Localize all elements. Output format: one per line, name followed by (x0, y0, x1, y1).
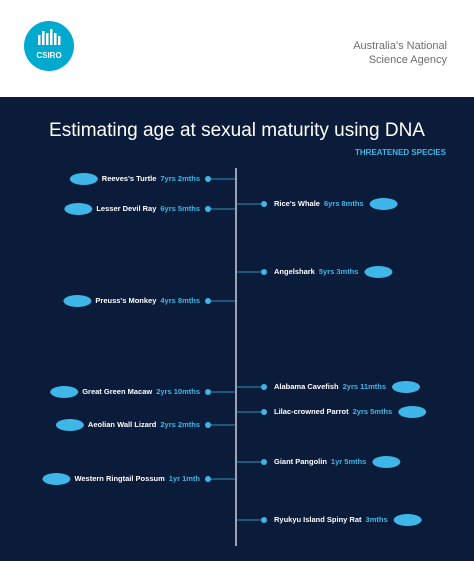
entry: Aeolian Wall Lizard 2yrs 2mths (88, 420, 200, 429)
dot (205, 476, 211, 482)
entry: Great Green Macaw 2yrs 10mths (82, 387, 200, 396)
animal-icon (64, 203, 93, 215)
animal-icon (392, 381, 420, 393)
animal-icon (55, 419, 84, 431)
dot (261, 201, 267, 207)
age: 4yrs 8mths (160, 296, 200, 305)
dot (205, 389, 211, 395)
entry: Lesser Devil Ray 6yrs 5mths (96, 204, 200, 213)
animal-icon (369, 198, 398, 210)
entry: Giant Pangolin 1yr 5mths (274, 457, 366, 466)
species-name: Great Green Macaw (82, 387, 152, 396)
age: 2yrs 2mths (160, 420, 200, 429)
dot (261, 459, 267, 465)
animal-icon (69, 173, 98, 185)
species-name: Ryukyu Island Spiny Rat (274, 515, 362, 524)
species-name: Aeolian Wall Lizard (88, 420, 157, 429)
age: 6yrs 5mths (160, 204, 200, 213)
entry: Western Ringtail Possum 1yr 1mth (74, 474, 200, 483)
agency-line: Science Agency (369, 54, 448, 66)
animal-icon (364, 266, 393, 278)
species-name: Western Ringtail Possum (74, 474, 165, 483)
entry: Preuss's Monkey 4yrs 8mths (95, 296, 200, 305)
dot (261, 409, 267, 415)
entry: Reeves's Turtle 7yrs 2mths (102, 174, 200, 183)
entry: Rice's Whale 6yrs 8mths (274, 199, 364, 208)
animal-icon (50, 386, 79, 398)
species-name: Lilac-crowned Parrot (274, 407, 349, 416)
animal-icon (393, 514, 422, 526)
animal-icon (398, 406, 427, 418)
species-name: Lesser Devil Ray (96, 204, 157, 213)
age: 7yrs 2mths (160, 174, 200, 183)
subtitle: THREATENED SPECIES (355, 148, 447, 157)
dot (261, 384, 267, 390)
animal-icon (42, 473, 71, 485)
dot (261, 517, 267, 523)
header-bg (0, 0, 474, 96)
dot (205, 176, 211, 182)
age: 1yr 1mth (169, 474, 201, 483)
title: Estimating age at sexual maturity using … (49, 120, 425, 141)
age: 6yrs 8mths (324, 199, 364, 208)
species-name: Preuss's Monkey (95, 296, 157, 305)
logo-bars (38, 29, 61, 45)
logo-text: CSIRO (36, 51, 61, 60)
age: 2yrs 10mths (156, 387, 200, 396)
panel-bg (0, 97, 474, 561)
entry: Ryukyu Island Spiny Rat 3mths (274, 515, 388, 524)
species-name: Alabama Cavefish (274, 382, 339, 391)
age: 2yrs 11mths (343, 382, 386, 391)
agency-line: Australia's National (353, 40, 447, 52)
entry: Lilac-crowned Parrot 2yrs 5mths (274, 407, 392, 416)
dot (205, 206, 211, 212)
dot (261, 269, 267, 275)
dot (205, 422, 211, 428)
age: 2yrs 5mths (353, 407, 393, 416)
animal-icon (372, 456, 401, 468)
age: 3mths (366, 515, 388, 524)
species-name: Angelshark (274, 267, 316, 276)
age: 1yr 5mths (331, 457, 366, 466)
logo-circle (24, 21, 74, 71)
species-name: Giant Pangolin (274, 457, 327, 466)
animal-icon (63, 295, 92, 307)
dot (205, 298, 211, 304)
species-name: Reeves's Turtle (102, 174, 157, 183)
entry: Alabama Cavefish 2yrs 11mths (274, 382, 386, 391)
age: 5yrs 3mths (319, 267, 359, 276)
species-name: Rice's Whale (274, 199, 320, 208)
entry: Angelshark 5yrs 3mths (274, 267, 358, 276)
